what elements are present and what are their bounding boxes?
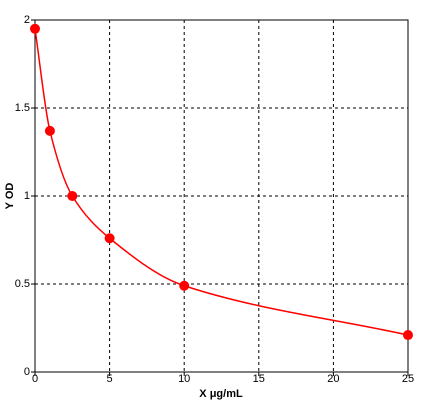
- x-axis-label: X μg/mL: [199, 388, 243, 400]
- y-axis-label: Y OD: [4, 183, 16, 210]
- data-point: [104, 233, 115, 244]
- x-tick-label: 0: [32, 373, 38, 385]
- x-tick-label: 25: [402, 373, 414, 385]
- data-point: [30, 23, 40, 34]
- x-tick-label: 20: [327, 373, 339, 385]
- data-point: [403, 330, 413, 341]
- x-tick-label: 10: [178, 373, 190, 385]
- data-point: [179, 280, 190, 291]
- x-tick-label: 15: [253, 373, 265, 385]
- data-point: [67, 191, 78, 201]
- y-tick-label: 0.5: [15, 278, 30, 290]
- y-tick-label: 1.5: [15, 102, 30, 114]
- y-tick-label: 2: [24, 14, 30, 26]
- y-tick-label: 1: [24, 190, 30, 202]
- fit-curve: [34, 28, 409, 336]
- y-tick-label: 0: [24, 366, 30, 378]
- data-point: [44, 125, 55, 136]
- x-tick-label: 5: [107, 373, 113, 385]
